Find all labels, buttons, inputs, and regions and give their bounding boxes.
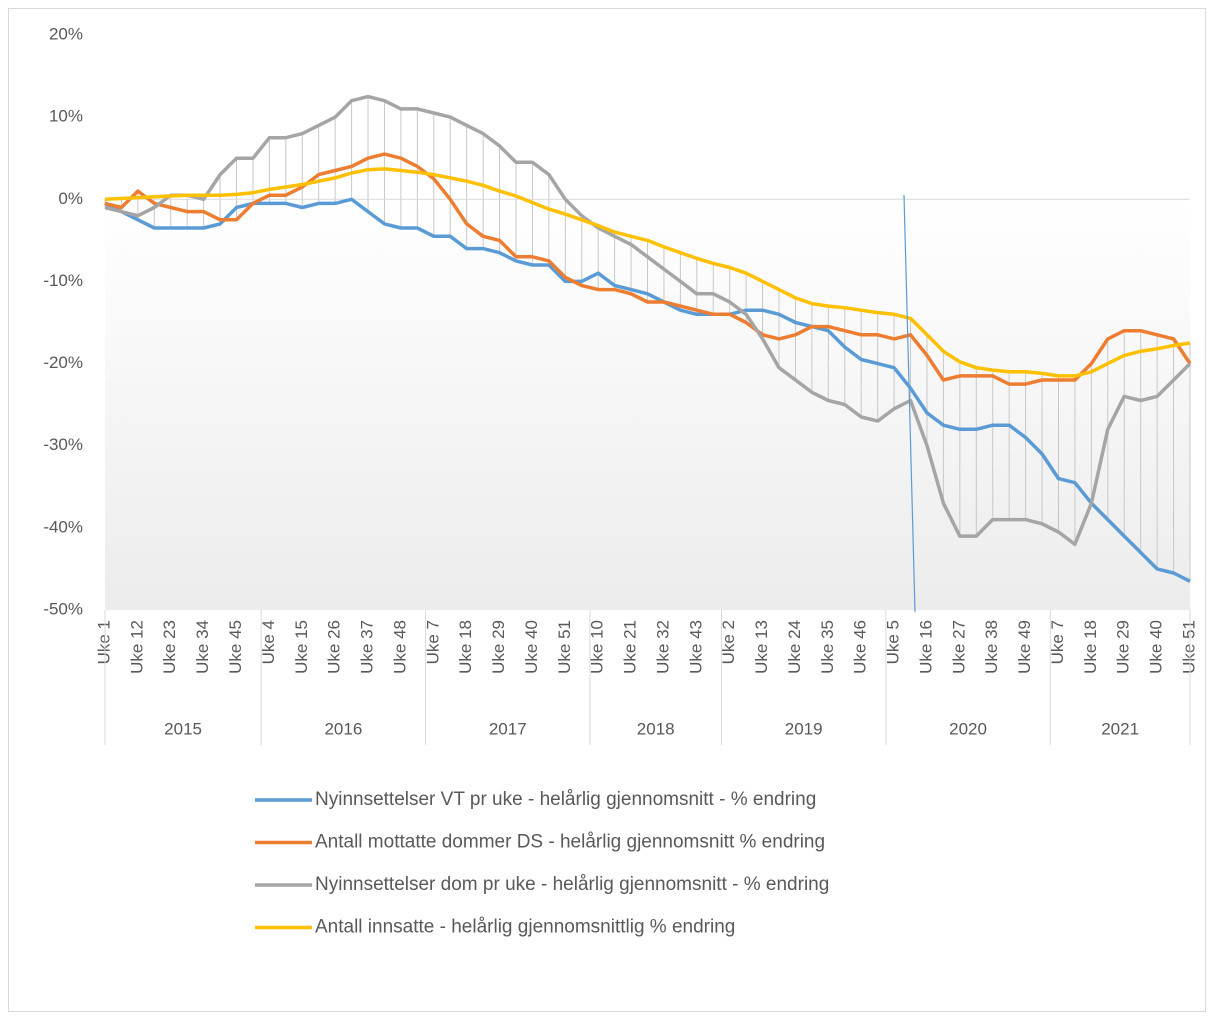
x-tick-label: Uke 10 bbox=[588, 620, 607, 674]
y-tick-label: -30% bbox=[43, 435, 83, 454]
x-tick-label: Uke 49 bbox=[1015, 620, 1034, 674]
x-tick-label: Uke 18 bbox=[456, 620, 475, 674]
x-tick-label: Uke 7 bbox=[423, 620, 442, 664]
x-group-label: 2019 bbox=[785, 719, 823, 738]
x-group-label: 2015 bbox=[164, 719, 202, 738]
legend-label: Antall mottatte dommer DS - helårlig gje… bbox=[315, 832, 825, 853]
x-group-label: 2017 bbox=[489, 719, 527, 738]
series-line bbox=[104, 197, 1191, 583]
x-tick-label: Uke 21 bbox=[621, 620, 640, 674]
series-line bbox=[104, 152, 1192, 386]
x-tick-label: Uke 23 bbox=[160, 620, 179, 674]
x-tick-label: Uke 48 bbox=[390, 620, 409, 674]
x-tick-label: Uke 29 bbox=[489, 620, 508, 674]
x-tick-label: Uke 35 bbox=[818, 620, 837, 674]
x-tick-label: Uke 51 bbox=[1179, 620, 1198, 674]
x-tick-label: Uke 5 bbox=[884, 620, 903, 664]
annotation-line bbox=[903, 194, 916, 613]
series-line bbox=[104, 94, 1192, 547]
x-tick-label: Uke 24 bbox=[785, 620, 804, 674]
x-tick-label: Uke 27 bbox=[949, 620, 968, 674]
x-tick-label: Uke 15 bbox=[292, 620, 311, 674]
x-tick-label: Uke 46 bbox=[851, 620, 870, 674]
y-tick-label: -50% bbox=[43, 599, 83, 618]
legend-label: Nyinnsettelser VT pr uke - helårlig gjen… bbox=[315, 789, 816, 810]
x-tick-label: Uke 4 bbox=[259, 620, 278, 664]
y-tick-label: 0% bbox=[58, 189, 83, 208]
x-group-label: 2020 bbox=[949, 719, 987, 738]
x-tick-label: Uke 43 bbox=[686, 620, 705, 674]
y-tick-label: -40% bbox=[43, 517, 83, 536]
x-tick-label: Uke 7 bbox=[1048, 620, 1067, 664]
legend-label: Nyinnsettelser dom pr uke - helårlig gje… bbox=[315, 874, 829, 895]
x-tick-label: Uke 16 bbox=[916, 620, 935, 674]
y-tick-label: 10% bbox=[49, 107, 83, 126]
x-tick-label: Uke 13 bbox=[752, 620, 771, 674]
legend-label: Antall innsatte - helårlig gjennomsnittl… bbox=[315, 917, 735, 938]
x-tick-label: Uke 2 bbox=[719, 620, 738, 664]
y-tick-label: 20% bbox=[49, 24, 83, 43]
x-tick-label: Uke 45 bbox=[226, 620, 245, 674]
x-group-label: 2021 bbox=[1101, 719, 1139, 738]
x-tick-label: Uke 29 bbox=[1114, 620, 1133, 674]
x-tick-label: Uke 26 bbox=[325, 620, 344, 674]
x-tick-label: Uke 38 bbox=[982, 620, 1001, 674]
x-tick-label: Uke 40 bbox=[522, 620, 541, 674]
x-tick-label: Uke 37 bbox=[358, 620, 377, 674]
x-tick-label: Uke 40 bbox=[1147, 620, 1166, 674]
x-tick-label: Uke 51 bbox=[555, 620, 574, 674]
x-tick-label: Uke 12 bbox=[127, 620, 146, 674]
x-group-label: 2018 bbox=[637, 719, 675, 738]
x-tick-label: Uke 34 bbox=[193, 620, 212, 674]
series-line bbox=[104, 167, 1191, 378]
x-group-label: 2016 bbox=[324, 719, 362, 738]
x-tick-label: Uke 1 bbox=[94, 620, 113, 664]
x-tick-label: Uke 32 bbox=[653, 620, 672, 674]
x-tick-label: Uke 18 bbox=[1081, 620, 1100, 674]
y-tick-label: -10% bbox=[43, 271, 83, 290]
y-tick-label: -20% bbox=[43, 353, 83, 372]
